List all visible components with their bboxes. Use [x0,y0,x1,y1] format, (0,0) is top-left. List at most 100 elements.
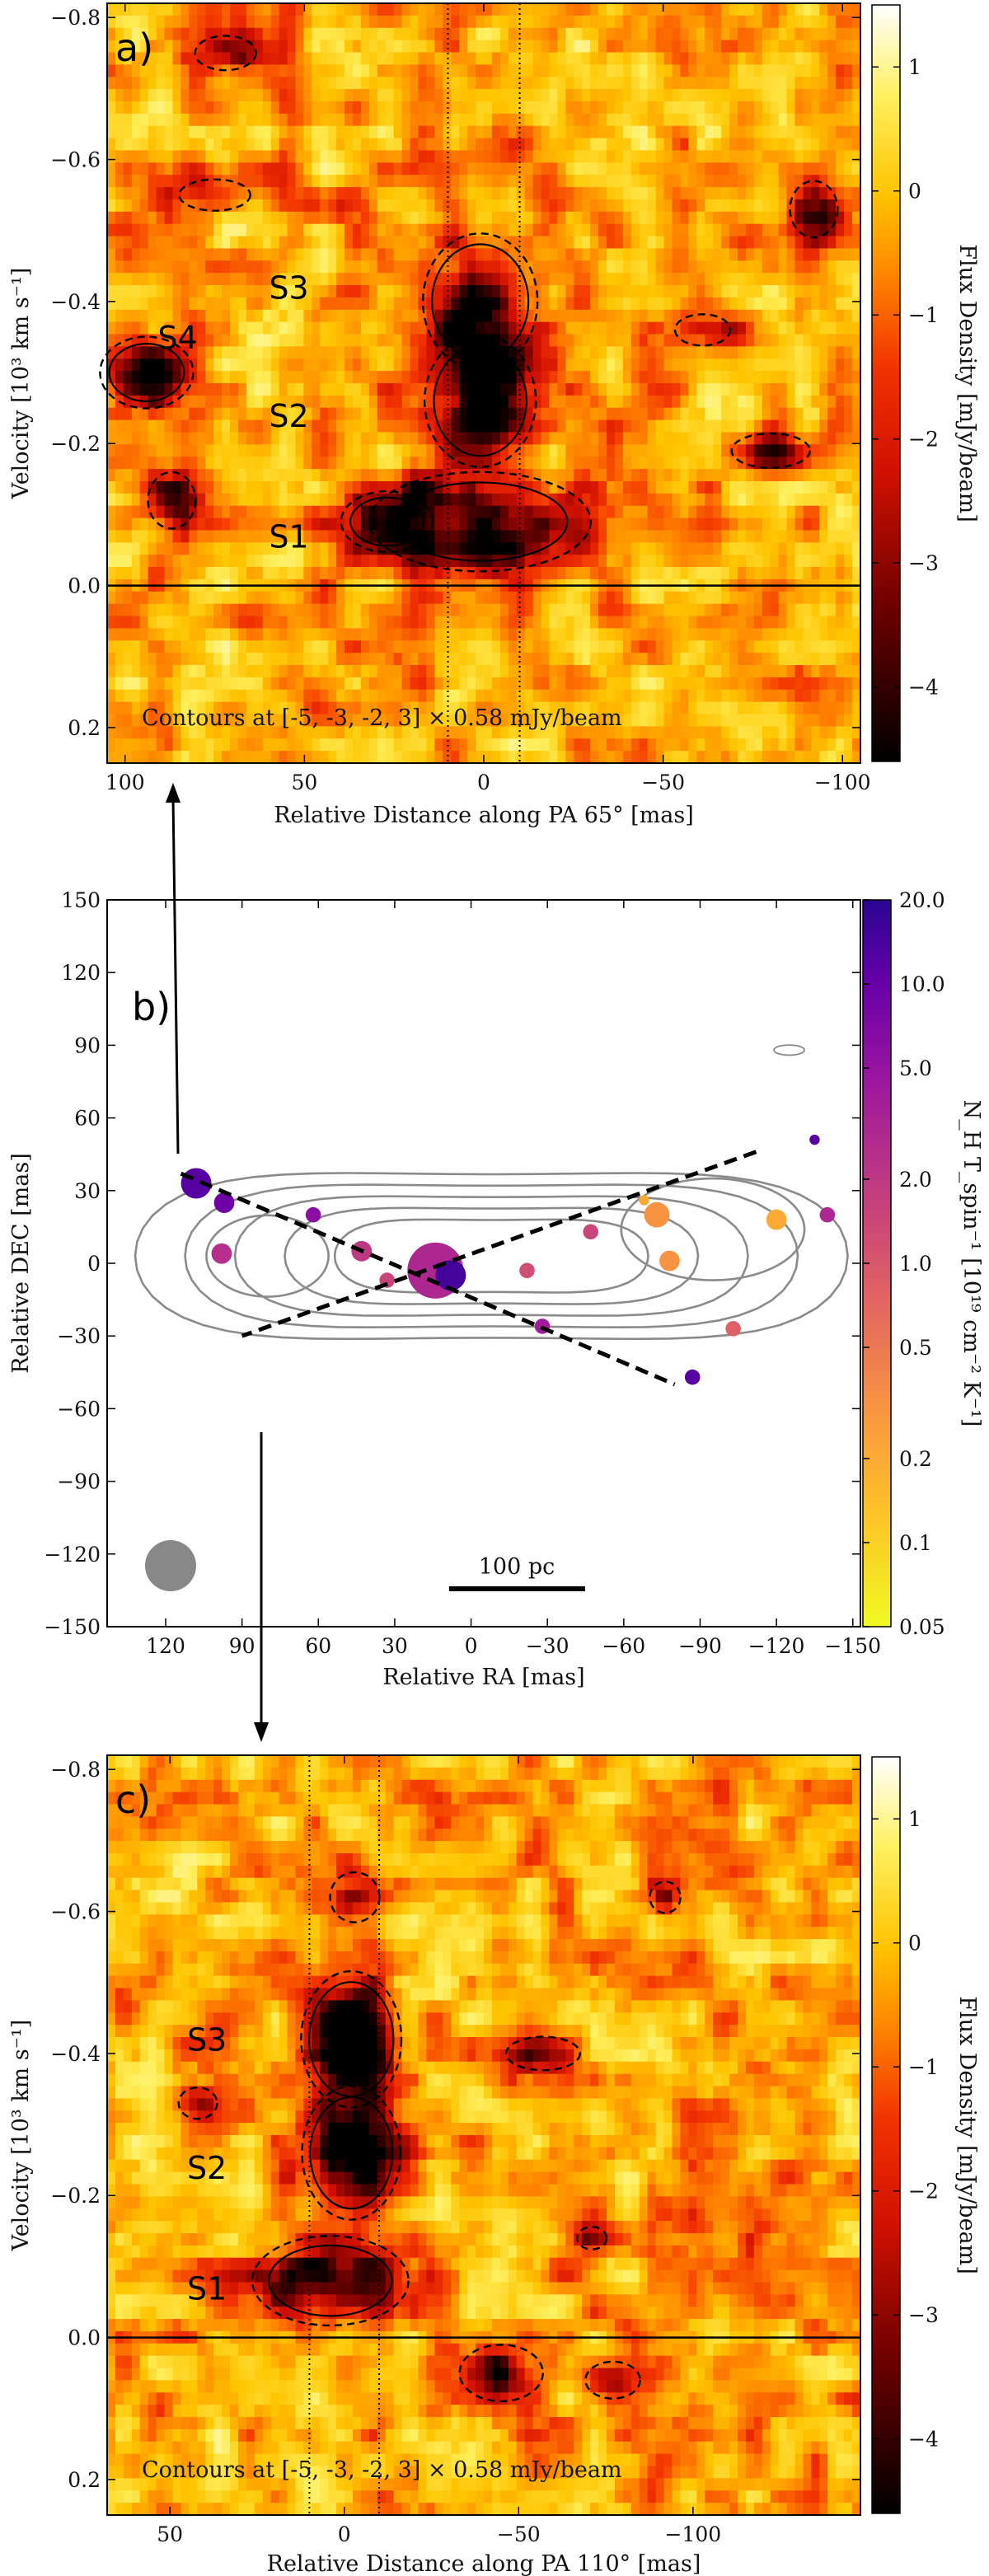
heatmap-cell [123,3,133,16]
heatmap-cell [713,726,722,739]
heatmap-cell [737,383,747,396]
heatmap-cell [336,616,345,630]
heatmap-cell [385,309,395,323]
heatmap-cell [647,383,657,396]
heatmap-cell [426,714,435,727]
heatmap-cell [237,567,247,580]
heatmap-cell [598,628,607,641]
heatmap-cell [328,150,337,163]
heatmap-cell [663,77,673,90]
heatmap-cell [541,223,551,237]
heatmap-cell [630,273,640,286]
heatmap-cell [139,628,149,641]
heatmap-cell [655,273,665,286]
heatmap-cell [499,444,509,457]
heatmap-cell [696,285,705,298]
heatmap-cell [476,321,485,335]
heatmap-cell [410,358,420,372]
heatmap-cell [484,89,493,102]
heatmap-cell [549,27,559,41]
heatmap-cell [614,493,624,507]
heatmap-cell [663,211,673,225]
heatmap-cell [549,211,559,225]
heatmap-cell [705,689,714,703]
heatmap-cell [123,616,133,630]
heatmap-cell [148,591,157,605]
heatmap-cell [590,187,599,200]
heatmap-cell [607,77,616,90]
heatmap-cell [148,162,157,176]
heatmap-cell [254,101,264,115]
heatmap-cell [295,64,305,77]
heatmap-cell [491,419,501,433]
heatmap-cell [262,542,272,555]
heatmap-cell [131,407,141,421]
heatmap-cell [287,665,297,678]
heatmap-cell [205,419,214,433]
heatmap-cell [368,542,378,555]
heatmap-cell [222,505,231,519]
heatmap-cell [287,187,297,200]
heatmap-cell [696,555,705,568]
heatmap-cell [148,677,157,691]
heatmap-cell [393,3,403,16]
heatmap-cell [745,150,755,163]
heatmap-cell [680,236,689,250]
heatmap-cell [443,248,452,261]
heatmap-cell [459,469,468,482]
heatmap-cell [205,187,214,200]
heatmap-cell [745,321,755,335]
heatmap-cell [131,689,141,703]
heatmap-cell [246,15,255,29]
heatmap-cell [655,419,665,433]
heatmap-cell [115,689,124,703]
heatmap-cell [451,591,460,605]
heatmap-cell [721,125,730,139]
heatmap-cell [287,653,297,666]
heatmap-cell [401,89,411,102]
heatmap-cell [156,223,166,237]
heatmap-cell [549,236,559,250]
heatmap-cell [345,260,354,274]
heatmap-cell [729,15,738,29]
heatmap-cell [115,297,124,311]
heatmap-cell [410,309,420,323]
heatmap-cell [467,285,476,298]
heatmap-cell [246,321,255,335]
heatmap-cell [549,125,559,139]
heatmap-cell [459,211,468,225]
heatmap-cell [336,640,345,653]
heatmap-cell [467,616,476,630]
heatmap-cell [197,493,206,507]
heatmap-cell [139,677,149,691]
heatmap-cell [434,77,443,90]
heatmap-cell [123,640,133,653]
heatmap-cell [622,505,632,519]
heatmap-cell [705,407,714,421]
heatmap-cell [205,701,214,715]
heatmap-cell [476,432,485,445]
heatmap-cell [499,640,509,653]
heatmap-cell [524,175,534,188]
heatmap-cell [721,260,730,274]
heatmap-cell [753,64,763,77]
heatmap-cell [164,640,174,653]
heatmap-cell [197,640,206,653]
heatmap-cell [107,3,116,16]
heatmap-cell [753,518,763,532]
heatmap-cell [737,285,747,298]
heatmap-cell [156,493,166,507]
heatmap-cell [131,162,141,176]
heatmap-cell [189,603,198,617]
heatmap-cell [295,616,305,630]
heatmap-cell [688,27,697,41]
heatmap-cell [499,616,509,630]
heatmap-cell [508,701,518,715]
heatmap-cell [353,383,362,396]
heatmap-cell [123,665,133,678]
heatmap-cell [107,27,116,41]
heatmap-cell [368,199,378,213]
heatmap-cell [197,419,206,433]
heatmap-cell [630,407,640,421]
heatmap-cell [353,653,362,666]
